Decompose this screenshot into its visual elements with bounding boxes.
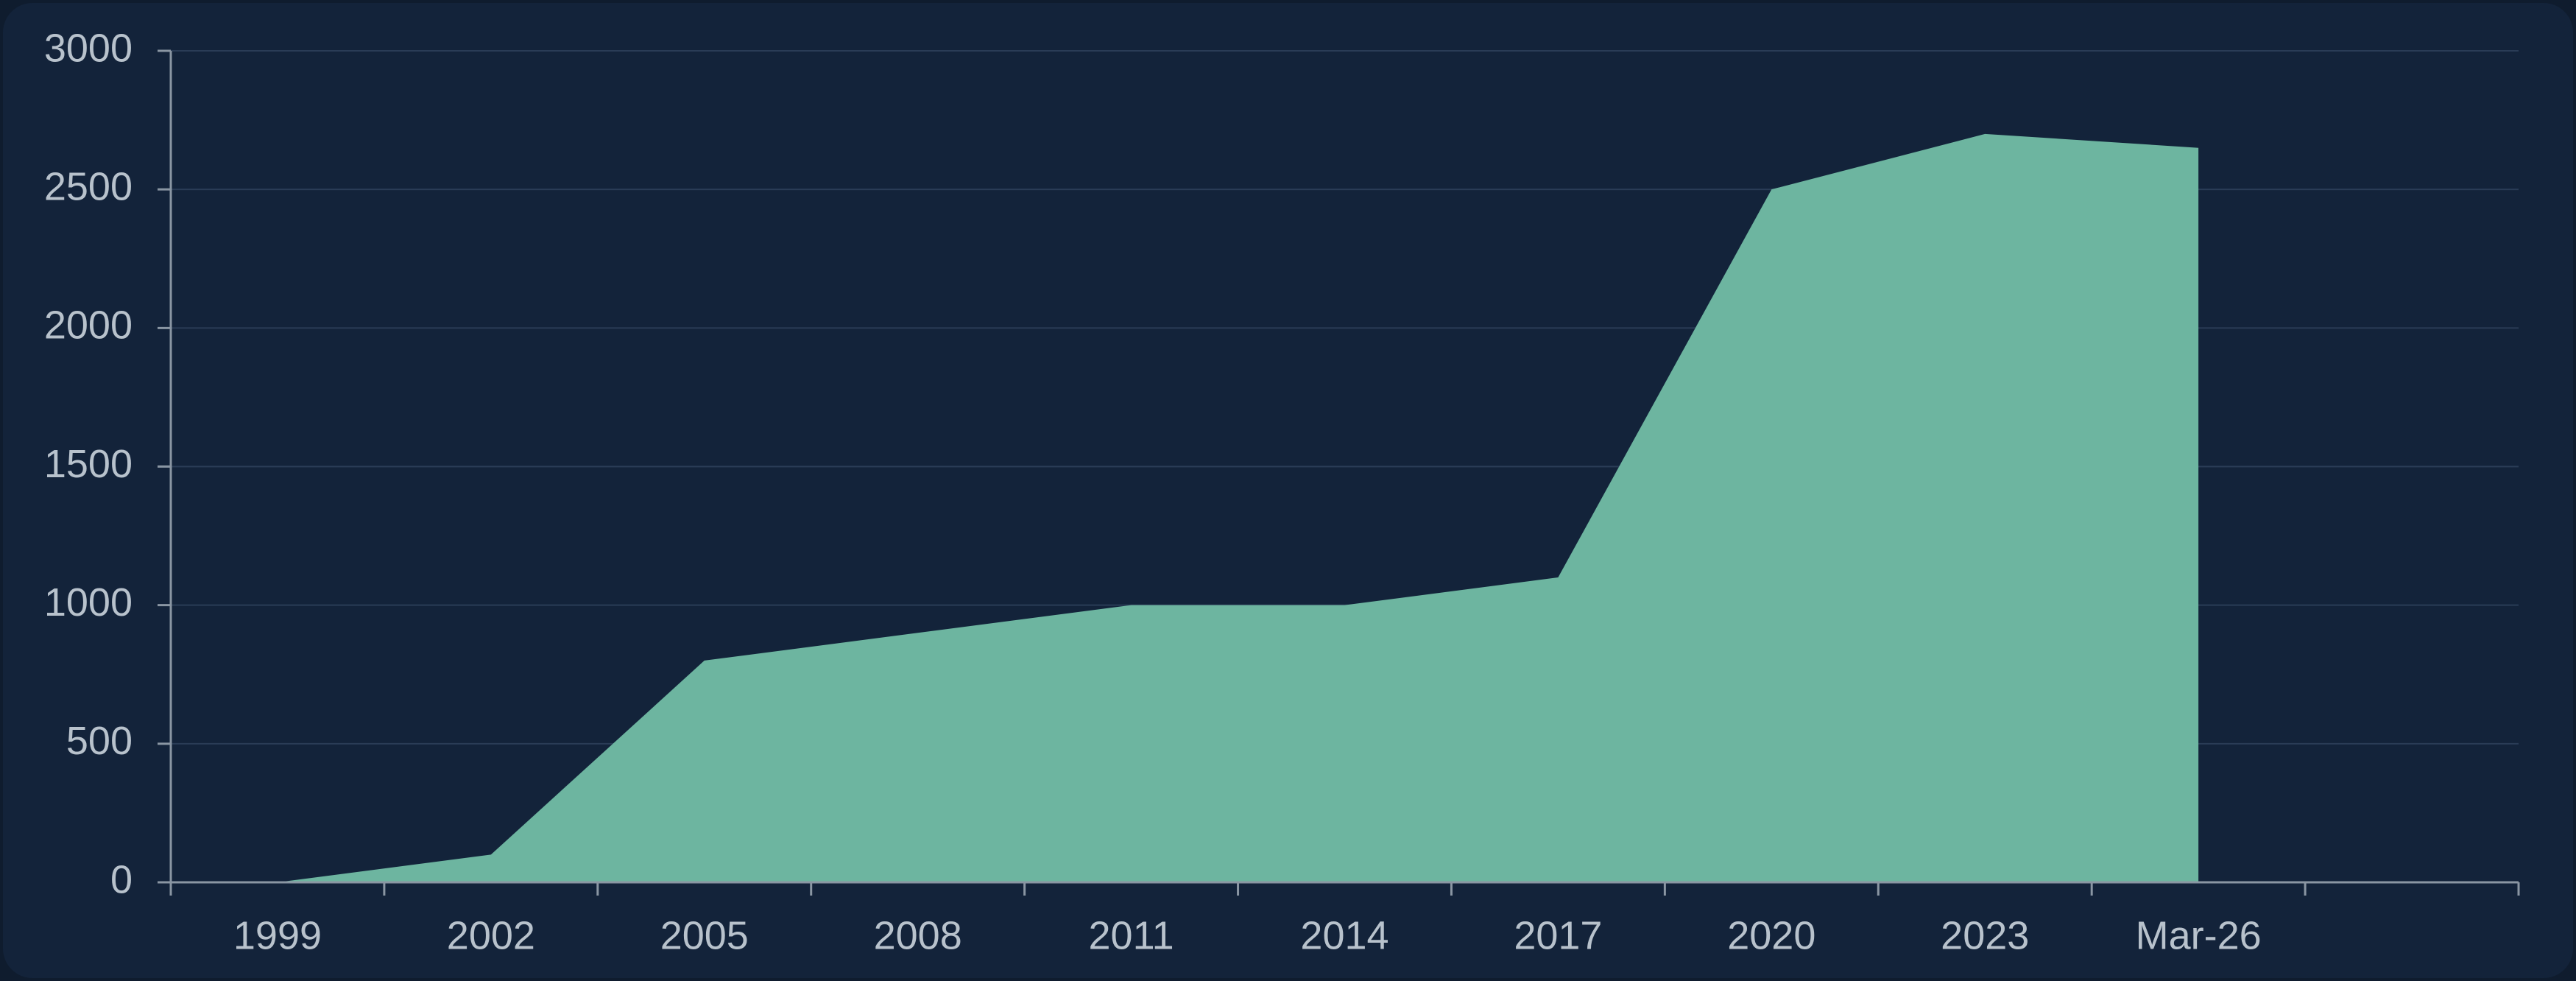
x-tick-label: 2008 <box>874 913 962 957</box>
y-tick-label: 500 <box>66 719 133 763</box>
y-tick-label: 3000 <box>44 26 133 70</box>
x-tick-label: 2014 <box>1300 913 1388 957</box>
area <box>277 133 2199 882</box>
y-tick-label: 2500 <box>44 164 133 208</box>
y-tick-label: 0 <box>110 857 133 901</box>
x-tick-label: 2005 <box>660 913 749 957</box>
y-tick-label: 1500 <box>44 442 133 486</box>
x-tick-label: 2002 <box>447 913 535 957</box>
x-tick-label: Mar-26 <box>2136 913 2262 957</box>
y-tick-label: 1000 <box>44 580 133 625</box>
y-tick-label: 2000 <box>44 303 133 348</box>
x-tick-label: 2023 <box>1941 913 2029 957</box>
x-tick-label: 2011 <box>1089 913 1174 957</box>
x-tick-label: 2020 <box>1727 913 1815 957</box>
x-tick-label: 1999 <box>233 913 322 957</box>
x-tick-label: 2017 <box>1514 913 1602 957</box>
